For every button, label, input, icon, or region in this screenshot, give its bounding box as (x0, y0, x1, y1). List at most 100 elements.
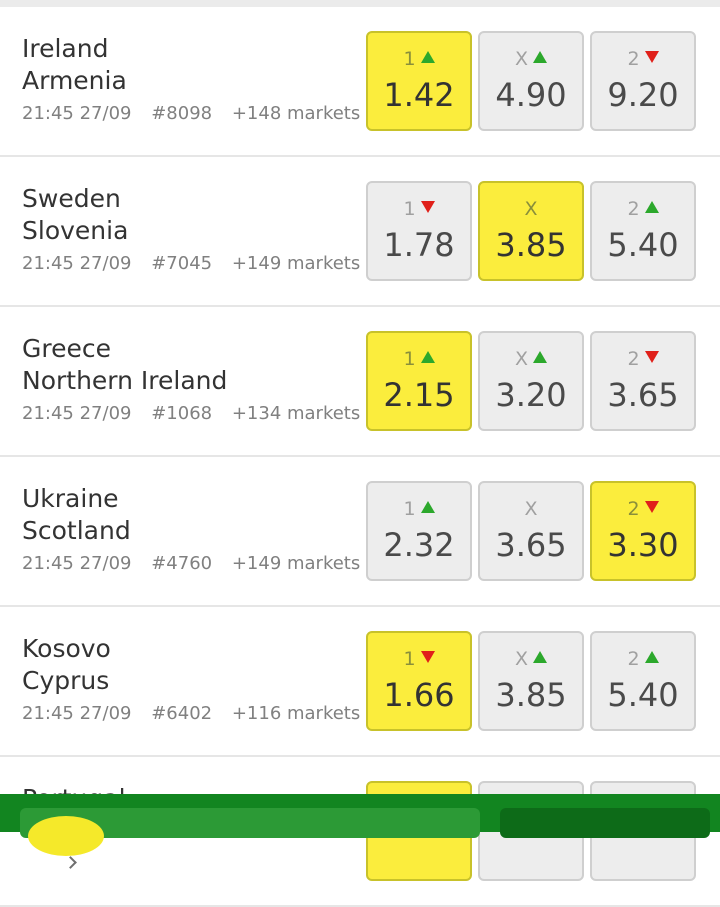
triangle-up-icon (420, 51, 435, 63)
markets-label: +149 markets (231, 253, 361, 274)
markets-label: +149 markets (231, 553, 361, 574)
odds-button-home[interactable]: 1 1.42 (366, 31, 472, 131)
match-meta: 21:45 27/09 #6402 +116 markets (22, 703, 405, 724)
match-code: #6402 (151, 703, 213, 724)
odds-button-draw[interactable]: X 3.65 (478, 481, 584, 581)
top-divider (0, 0, 720, 7)
match-meta: 21:45 27/09 #4760 +149 markets (22, 553, 405, 574)
bottom-bar (0, 794, 720, 856)
match-time: 21:45 27/09 (22, 103, 132, 124)
triangle-down-icon (420, 651, 435, 663)
bet-count-badge[interactable] (28, 816, 104, 856)
odds-label: 1 (403, 498, 416, 520)
match-meta: 21:45 27/09 #7045 +149 markets (22, 253, 405, 274)
match-teams[interactable]: Greece Northern Ireland (22, 333, 227, 397)
odds-label: X (524, 198, 538, 220)
odds-label: 2 (627, 648, 640, 670)
match-teams[interactable]: Sweden Slovenia (22, 183, 128, 247)
team-home: Ireland (22, 34, 109, 63)
odds-label: 2 (627, 48, 640, 70)
odds-label: X (514, 348, 529, 370)
odds-button-home[interactable]: 1 2.32 (366, 481, 472, 581)
odds-button-away[interactable]: 2 9.20 (590, 31, 696, 131)
match-teams[interactable]: Ireland Armenia (22, 33, 127, 97)
match-teams[interactable]: Kosovo Cyprus (22, 633, 111, 697)
odds-value: 1.66 (383, 676, 455, 714)
match-meta (22, 853, 89, 874)
match-code: #1068 (151, 403, 213, 424)
odds-value: 3.65 (495, 526, 567, 564)
more-markets-link[interactable]: +149 markets (231, 553, 393, 574)
triangle-up-icon (533, 651, 548, 663)
more-markets-link[interactable] (50, 853, 77, 874)
odds-button-draw[interactable]: X 3.85 (478, 181, 584, 281)
odds-label: 2 (627, 348, 640, 370)
more-markets-link[interactable]: +148 markets (232, 103, 393, 124)
match-time: 21:45 27/09 (22, 403, 132, 424)
team-away: Northern Ireland (22, 366, 228, 395)
odds-label: 1 (403, 198, 416, 220)
odds-button-away[interactable]: 2 3.30 (590, 481, 696, 581)
match-row: Ireland Armenia 21:45 27/09 #8098 +148 m… (0, 7, 720, 157)
odds-button-draw[interactable]: X 3.85 (478, 631, 584, 731)
odds-value: 2.32 (383, 526, 455, 564)
markets-label: +116 markets (231, 703, 361, 724)
match-row: Ukraine Scotland 21:45 27/09 #4760 +149 … (0, 457, 720, 607)
more-markets-link[interactable]: +149 markets (231, 253, 393, 274)
match-row: Greece Northern Ireland 21:45 27/09 #106… (0, 307, 720, 457)
place-bet-button[interactable] (500, 808, 710, 838)
match-list: Ireland Armenia 21:45 27/09 #8098 +148 m… (0, 7, 720, 907)
triangle-down-icon (644, 51, 659, 63)
odds-value: 1.78 (383, 226, 455, 264)
odds-label: 1 (403, 48, 416, 70)
more-markets-link[interactable]: +134 markets (232, 403, 393, 424)
odds-label: X (524, 498, 538, 520)
match-row: Sweden Slovenia 21:45 27/09 #7045 +149 m… (0, 157, 720, 307)
odds-label: 2 (627, 498, 640, 520)
match-code: #4760 (151, 553, 213, 574)
triangle-down-icon (420, 201, 435, 213)
triangle-up-icon (420, 501, 435, 513)
odds-button-home[interactable]: 1 1.66 (366, 631, 472, 731)
odds-button-home[interactable]: 1 1.78 (366, 181, 472, 281)
triangle-up-icon (420, 351, 435, 363)
match-time: 21:45 27/09 (22, 253, 132, 274)
odds-label: 1 (403, 348, 416, 370)
odds-value: 2.15 (383, 376, 455, 414)
chevron-right-icon (64, 856, 77, 869)
odds-value: 3.30 (607, 526, 679, 564)
match-code: #7045 (151, 253, 213, 274)
triangle-up-icon (644, 651, 659, 663)
team-away: Armenia (22, 66, 127, 95)
match-meta: 21:45 27/09 #8098 +148 markets (22, 103, 405, 124)
odds-button-away[interactable]: 2 3.65 (590, 331, 696, 431)
odds-value: 3.20 (495, 376, 567, 414)
triangle-down-icon (644, 351, 659, 363)
odds-value: 3.85 (495, 676, 567, 714)
odds-button-draw[interactable]: X 3.20 (478, 331, 584, 431)
team-home: Sweden (22, 184, 121, 213)
team-away: Slovenia (22, 216, 129, 245)
team-away: Scotland (22, 516, 131, 545)
odds-button-home[interactable]: 1 2.15 (366, 331, 472, 431)
odds-button-draw[interactable]: X 4.90 (478, 31, 584, 131)
odds-label: 1 (403, 648, 416, 670)
odds-button-away[interactable]: 2 5.40 (590, 181, 696, 281)
more-markets-link[interactable]: +116 markets (231, 703, 393, 724)
odds-value: 3.85 (495, 226, 567, 264)
triangle-up-icon (533, 51, 548, 63)
odds-value: 5.40 (607, 676, 679, 714)
match-meta: 21:45 27/09 #1068 +134 markets (22, 403, 405, 424)
odds-label: X (514, 48, 529, 70)
team-away: Cyprus (22, 666, 110, 695)
odds-value: 3.65 (607, 376, 679, 414)
odds-button-away[interactable]: 2 5.40 (590, 631, 696, 731)
odds-value: 5.40 (607, 226, 679, 264)
triangle-up-icon (533, 351, 548, 363)
team-home: Ukraine (22, 484, 119, 513)
odds-value: 4.90 (495, 76, 567, 114)
team-home: Greece (22, 334, 111, 363)
odds-label: X (514, 648, 529, 670)
team-home: Kosovo (22, 634, 111, 663)
match-teams[interactable]: Ukraine Scotland (22, 483, 131, 547)
